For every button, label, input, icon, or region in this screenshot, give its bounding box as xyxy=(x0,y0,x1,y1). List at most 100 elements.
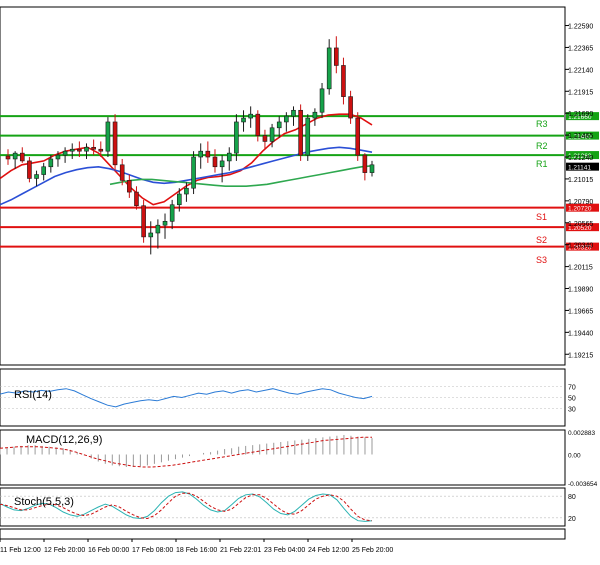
candle-body xyxy=(262,135,268,142)
main-panel-frame xyxy=(0,6,566,366)
y-tick-label: 1.21015 xyxy=(568,177,593,184)
macd-panel-frame xyxy=(0,429,566,486)
candle-body xyxy=(241,117,246,123)
y-tick-label: 1.20340 xyxy=(568,243,593,250)
candle-body xyxy=(19,152,25,162)
level-tag-s3 xyxy=(566,242,599,251)
candle-body xyxy=(12,152,18,160)
candle-body xyxy=(291,109,296,117)
x-tick-label: 21 Feb 22:01 xyxy=(220,547,261,554)
level-tag-text: 1.20320 xyxy=(568,245,592,252)
candle-body xyxy=(112,121,118,166)
level-tag-text: 1.21660 xyxy=(568,114,592,121)
rsi-tick-label: 30 xyxy=(568,407,576,414)
rsi-label: RSI(14) xyxy=(14,389,52,401)
y-tick-label: 1.20565 xyxy=(568,221,593,228)
candle-body xyxy=(319,88,325,113)
candle-body xyxy=(362,154,368,173)
candle-body xyxy=(248,113,253,119)
rsi-panel-frame xyxy=(0,368,566,427)
candle-body xyxy=(55,154,61,160)
stoch-signal-line xyxy=(0,492,373,522)
level-tag-text: 1.21260 xyxy=(568,153,592,160)
y-tick-label: 1.19890 xyxy=(568,287,593,294)
rsi-tick-label: 70 xyxy=(568,385,576,392)
candle-body xyxy=(162,221,168,226)
candle-body xyxy=(298,109,303,156)
y-tick-label: 1.22140 xyxy=(568,67,593,74)
level-tag-r1 xyxy=(566,151,599,160)
candle-body xyxy=(326,47,332,90)
rsi-line xyxy=(0,388,373,408)
candle-body xyxy=(148,232,154,238)
candle-body xyxy=(134,191,139,207)
candle-body xyxy=(127,180,132,193)
candle-body xyxy=(191,156,196,189)
y-tick-label: 1.21915 xyxy=(568,89,593,96)
r3-label: R3 xyxy=(536,119,548,129)
current-price-text: 1.21141 xyxy=(568,165,591,172)
candle-body xyxy=(84,146,89,152)
candle-body xyxy=(305,117,311,156)
candle-body xyxy=(91,146,96,150)
candle-body xyxy=(212,156,218,168)
moving-average-line xyxy=(109,165,373,187)
y-tick-label: 1.20115 xyxy=(568,265,593,272)
candle-body xyxy=(155,224,161,234)
macd-signal-line xyxy=(0,436,372,468)
candle-body xyxy=(234,121,239,154)
stoch-tick-label: 20 xyxy=(568,516,576,523)
macd-tick-label: -0.003654 xyxy=(568,481,598,488)
macd-tick-label: 0.00 xyxy=(568,452,581,459)
current-price-tag xyxy=(566,162,599,171)
candle-body xyxy=(141,205,146,238)
candle-body xyxy=(334,47,339,66)
y-tick-label: 1.19440 xyxy=(568,330,593,337)
level-tag-r3 xyxy=(566,112,599,121)
candle-body xyxy=(276,121,282,129)
stoch-label: Stoch(5,5,3) xyxy=(14,496,74,508)
x-tick-label: 24 Feb 12:00 xyxy=(308,547,349,554)
candle-body xyxy=(205,150,211,158)
candle-body xyxy=(62,150,68,156)
candle-body xyxy=(27,160,32,179)
s3-label: S3 xyxy=(536,255,547,265)
candle-body xyxy=(119,164,125,181)
candle-body xyxy=(219,160,225,168)
candle-body xyxy=(176,193,182,206)
level-tag-text: 1.20520 xyxy=(568,225,592,232)
level-tag-r2 xyxy=(566,131,599,140)
y-tick-label: 1.22590 xyxy=(568,24,593,31)
x-tick-label: 11 Feb 12:00 xyxy=(0,547,41,554)
macd-label: MACD(12,26,9) xyxy=(26,434,102,446)
candle-body xyxy=(226,152,232,162)
candle-body xyxy=(341,65,346,97)
y-tick-label: 1.21465 xyxy=(568,133,593,140)
r1-label: R1 xyxy=(536,159,548,169)
y-tick-label: 1.21690 xyxy=(568,111,593,118)
s2-label: S2 xyxy=(536,235,547,245)
candle-body xyxy=(269,127,275,142)
level-tag-s2 xyxy=(566,223,599,232)
candle-body xyxy=(5,155,11,160)
macd-tick-label: 0.002883 xyxy=(568,430,595,437)
x-tick-label: 23 Feb 04:00 xyxy=(264,547,305,554)
candle-body xyxy=(41,166,46,175)
stoch-main-line xyxy=(0,491,373,522)
candle-body xyxy=(369,164,375,173)
rsi-tick-label: 50 xyxy=(568,396,576,403)
y-tick-label: 1.20790 xyxy=(568,199,593,206)
candle-body xyxy=(284,115,289,123)
stoch-panel-frame xyxy=(0,487,566,527)
s1-label: S1 xyxy=(536,212,547,222)
x-tick-label: 25 Feb 20:00 xyxy=(352,547,393,554)
y-tick-label: 1.19215 xyxy=(568,352,593,359)
candle-body xyxy=(48,158,54,168)
level-tag-s1 xyxy=(566,203,599,212)
x-tick-label: 17 Feb 08:00 xyxy=(132,547,173,554)
candle-body xyxy=(255,113,261,136)
x-tick-label: 16 Feb 00:00 xyxy=(88,547,129,554)
candle-body xyxy=(98,148,104,152)
candle-body xyxy=(69,148,75,152)
